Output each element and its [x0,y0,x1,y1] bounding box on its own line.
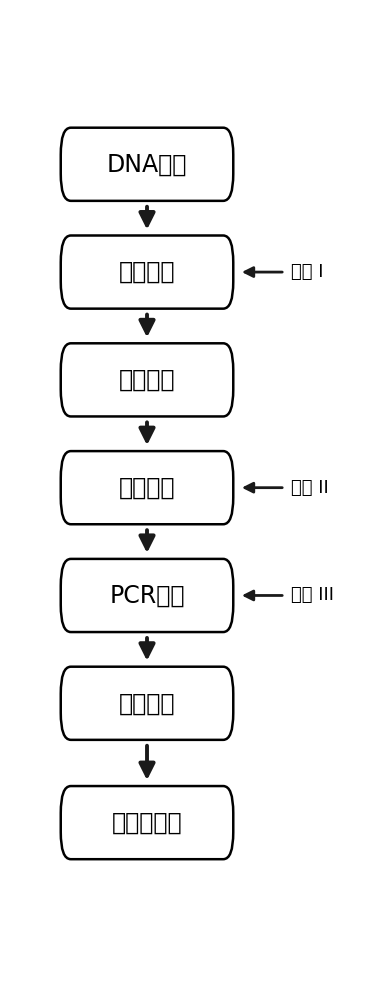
Text: 末端修复: 末端修复 [119,260,175,284]
Text: 试剂 I: 试剂 I [291,263,323,281]
FancyBboxPatch shape [61,786,233,859]
Text: 接头连接: 接头连接 [119,476,175,500]
Text: 试剂 II: 试剂 II [291,479,329,497]
Text: 试剂 III: 试剂 III [291,586,334,604]
Text: 文库检测: 文库检测 [119,691,175,715]
Text: 高通量筛选: 高通量筛选 [112,811,182,835]
FancyBboxPatch shape [61,128,233,201]
Text: PCR扩增: PCR扩增 [109,583,185,607]
FancyBboxPatch shape [61,559,233,632]
FancyBboxPatch shape [61,235,233,309]
FancyBboxPatch shape [61,451,233,524]
Text: DNA提取: DNA提取 [107,152,187,176]
Text: 片段筛选: 片段筛选 [119,368,175,392]
FancyBboxPatch shape [61,343,233,416]
FancyBboxPatch shape [61,667,233,740]
